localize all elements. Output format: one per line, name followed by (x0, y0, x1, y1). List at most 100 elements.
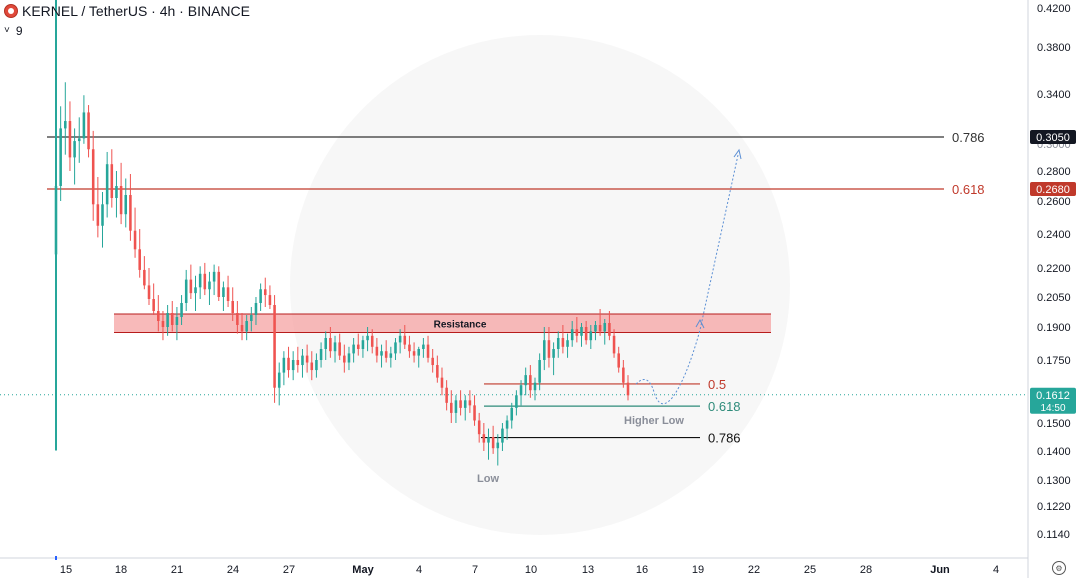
candle (259, 283, 262, 311)
time-tick-label: 22 (748, 564, 760, 576)
candle (463, 395, 467, 421)
candle-body (143, 269, 146, 286)
candle-body (82, 112, 86, 139)
candle (296, 346, 300, 373)
candle-body (384, 351, 388, 358)
candle (59, 106, 62, 201)
candle (91, 130, 95, 221)
last-price-label: 0.1612 (1036, 390, 1070, 402)
candle (394, 338, 397, 360)
candle-body (584, 327, 588, 341)
candle (203, 262, 207, 296)
candle (263, 277, 267, 307)
candle (612, 329, 616, 358)
candle-body (459, 400, 462, 408)
candle (231, 287, 234, 321)
candle-body (324, 338, 328, 349)
candle-body (105, 164, 109, 205)
candle (329, 327, 332, 358)
candle-body (543, 340, 546, 360)
candle (622, 360, 625, 388)
candle-body (556, 338, 560, 349)
candle-body (580, 327, 583, 336)
candle-body (180, 303, 183, 317)
time-axis[interactable]: 15 18 21 24 27 May 4 7 10 13 16 19 22 25 28 Jun 4 (55, 556, 999, 576)
candle-body (124, 195, 128, 215)
settings-gear-icon[interactable]: ⚙ (1052, 561, 1066, 575)
candle (189, 264, 193, 299)
candle-body (254, 303, 258, 315)
candle (556, 331, 560, 358)
candle (412, 342, 416, 363)
candle (124, 178, 128, 228)
candle-body (133, 230, 137, 250)
candle (566, 333, 569, 358)
candle-body (250, 315, 253, 321)
candle-body (236, 313, 239, 325)
candle (482, 423, 486, 451)
fib-level-label: 0.618 (952, 182, 985, 197)
time-tick-label: 19 (692, 564, 704, 576)
candle (291, 351, 295, 381)
candle-body (394, 342, 397, 354)
indicator-toggle[interactable]: ˅ 9 (4, 24, 23, 38)
candle-body (129, 195, 132, 231)
candle (226, 275, 230, 307)
price-tick-label: 0.1140 (1037, 529, 1070, 541)
candle (543, 327, 546, 371)
time-tick-label: 4 (416, 564, 422, 576)
candle-body (426, 344, 430, 358)
candle (547, 327, 551, 368)
watermark-logo (290, 35, 790, 535)
candle-body (152, 299, 155, 311)
candle-body (575, 329, 579, 336)
time-tick-label: 16 (636, 564, 648, 576)
candle (501, 423, 504, 451)
time-tick-label: 13 (582, 564, 594, 576)
candle-body (561, 338, 565, 347)
candle (361, 335, 365, 358)
candle-body (333, 342, 337, 352)
candle (598, 309, 602, 336)
candle-body (547, 340, 551, 358)
candle-body (454, 400, 458, 413)
price-axis[interactable]: 0.4200 0.3800 0.3400 0.2800 0.2600 0.2400 0.22… (1030, 3, 1076, 541)
candle (524, 367, 527, 396)
candle-body (347, 353, 351, 363)
candle-body (282, 357, 286, 373)
candle (626, 375, 630, 401)
candle (184, 269, 188, 311)
chevron-down-icon[interactable]: ˅ (4, 25, 10, 36)
candle-body (370, 335, 374, 347)
candle (240, 313, 244, 341)
candle-body (184, 279, 188, 303)
higher-low-annotation: Higher Low (624, 415, 684, 427)
candle (333, 335, 337, 363)
candle-body (352, 344, 355, 354)
price-tick-label: 0.1900 (1037, 322, 1071, 334)
candle (343, 344, 346, 373)
candle (519, 380, 523, 406)
candle-body (194, 287, 197, 294)
candle (384, 340, 388, 363)
candle (584, 321, 588, 345)
candle (496, 434, 500, 466)
price-tick-label: 0.2200 (1037, 263, 1071, 275)
arrow-head-icon (695, 318, 705, 329)
candle-body (566, 340, 569, 347)
candle-body (491, 437, 495, 449)
candle-body (510, 407, 514, 421)
candle-body (329, 338, 332, 352)
candle (594, 321, 597, 341)
candle-body (64, 121, 67, 129)
candle (529, 365, 532, 398)
candle-body (263, 289, 267, 296)
candle-body (515, 395, 518, 408)
candle (208, 271, 211, 305)
fib-upper-levels: 0.786 0.618 (47, 130, 985, 197)
candle-body (570, 329, 574, 341)
candle (366, 327, 369, 352)
price-tick-label: 0.4200 (1037, 3, 1071, 15)
